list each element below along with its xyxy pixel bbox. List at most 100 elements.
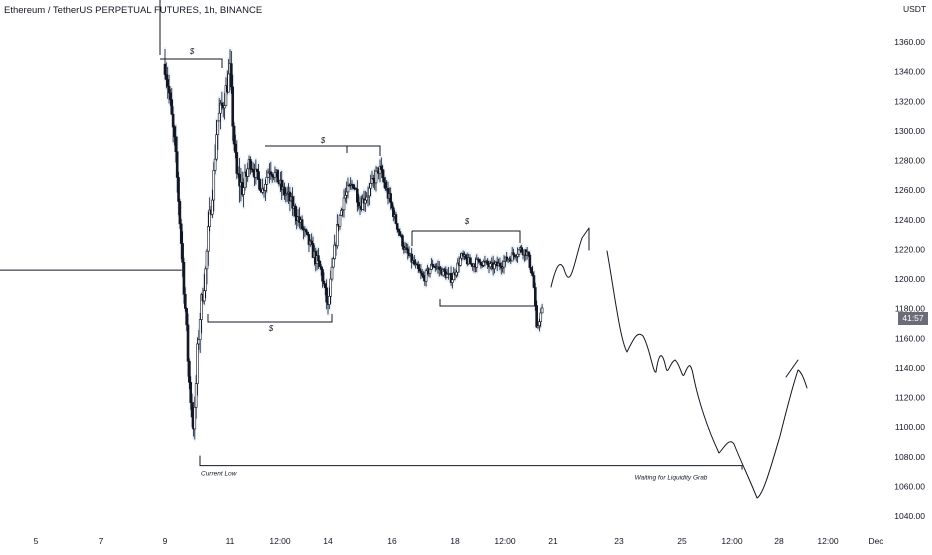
liquidity-level-4 bbox=[412, 230, 521, 243]
candle-body bbox=[516, 253, 519, 257]
candle-body bbox=[163, 63, 167, 75]
candle-body bbox=[300, 219, 304, 229]
x-tick-label: 7 bbox=[99, 536, 104, 546]
candle-body bbox=[251, 169, 255, 173]
candle-body bbox=[255, 168, 259, 172]
candle-body bbox=[208, 209, 211, 227]
candle-body bbox=[338, 214, 342, 227]
candle-body bbox=[306, 231, 309, 235]
candle-body bbox=[270, 174, 274, 177]
candle-body bbox=[531, 272, 534, 276]
candle-body bbox=[540, 307, 544, 314]
candle-body bbox=[276, 169, 279, 183]
candle-body bbox=[493, 263, 496, 270]
candle-body bbox=[418, 268, 421, 272]
candle-body bbox=[234, 143, 237, 153]
y-tick-label: 1040.00 bbox=[894, 511, 925, 521]
y-tick-label: 1060.00 bbox=[894, 481, 925, 491]
projection-layer bbox=[550, 227, 808, 499]
liquidity-label: $ bbox=[189, 47, 195, 56]
candle-body bbox=[443, 268, 446, 273]
candle-body bbox=[325, 287, 328, 303]
candle-body bbox=[232, 125, 236, 145]
candle-body bbox=[204, 268, 207, 291]
candle-body bbox=[329, 278, 332, 297]
candle-body bbox=[189, 382, 193, 403]
y-tick-label: 1140.00 bbox=[895, 363, 925, 373]
candle-body bbox=[212, 170, 216, 201]
candle-body bbox=[406, 248, 410, 254]
candle-body bbox=[352, 184, 355, 189]
liquidity-label: $ bbox=[464, 217, 470, 226]
candle-body bbox=[424, 270, 428, 282]
candle-body bbox=[464, 254, 468, 259]
candle-body bbox=[342, 197, 346, 211]
x-tick-label: 12:00 bbox=[494, 536, 516, 546]
candle-body bbox=[177, 177, 180, 202]
candle-body bbox=[264, 183, 267, 191]
candle-body bbox=[328, 295, 331, 305]
candle-body bbox=[498, 262, 502, 267]
projection-arrow bbox=[785, 359, 799, 378]
candle-body bbox=[246, 168, 249, 177]
candle-body bbox=[235, 152, 239, 174]
annotation-layer: $ $ $ $ Current Low Waiting for Liquidity Gra… bbox=[160, 47, 743, 482]
candle-body bbox=[258, 179, 262, 191]
candle-body bbox=[489, 263, 492, 268]
candle-body bbox=[304, 229, 308, 233]
x-tick-label: 25 bbox=[677, 536, 687, 546]
candle-body bbox=[364, 199, 367, 204]
candle-body bbox=[269, 171, 273, 175]
candle-body bbox=[384, 181, 387, 189]
candle-body bbox=[182, 262, 186, 295]
candle-body bbox=[184, 294, 187, 309]
candle-body bbox=[319, 266, 323, 270]
candle-body bbox=[478, 258, 481, 263]
candle-body bbox=[174, 136, 178, 153]
liquidity-label: $ bbox=[268, 324, 274, 333]
candle-body bbox=[170, 99, 174, 115]
candle-body bbox=[227, 73, 230, 93]
candle-body bbox=[344, 195, 347, 199]
last-price-tag: 41:57 bbox=[898, 312, 928, 325]
candle-body bbox=[428, 269, 432, 274]
y-tick-label: 1280.00 bbox=[894, 156, 925, 166]
y-tick-label: 1340.00 bbox=[894, 67, 925, 77]
candle-body bbox=[512, 252, 515, 256]
candle-body bbox=[322, 280, 326, 285]
horizontal-ray-layer bbox=[0, 0, 182, 271]
candle-body bbox=[216, 120, 220, 136]
candle-body bbox=[532, 275, 536, 288]
candle-body bbox=[173, 126, 176, 138]
candle-body bbox=[166, 79, 170, 87]
candle-body bbox=[200, 294, 203, 320]
candle-body bbox=[368, 187, 371, 197]
y-tick-label: 1160.00 bbox=[895, 333, 925, 343]
x-tick-label: 11 bbox=[226, 536, 235, 546]
candle-body bbox=[257, 171, 260, 180]
y-axis[interactable]: 1360.00 1340.00 1320.00 1300.00 1280.00 1260.… bbox=[894, 37, 925, 521]
y-tick-label: 1240.00 bbox=[894, 215, 925, 225]
candle-body bbox=[468, 257, 472, 264]
candle-body bbox=[175, 151, 179, 178]
projection-down-path bbox=[606, 250, 808, 499]
candle-body bbox=[394, 214, 398, 224]
x-tick-label: 12:00 bbox=[817, 536, 839, 546]
candle-body bbox=[455, 271, 458, 276]
candle-body bbox=[459, 257, 462, 266]
candle-body bbox=[193, 406, 197, 430]
candle-body bbox=[420, 272, 424, 276]
candle-body bbox=[479, 261, 483, 266]
candle-body bbox=[382, 177, 386, 183]
candle-body bbox=[486, 260, 489, 266]
candle-body bbox=[283, 186, 286, 195]
candle-body bbox=[345, 191, 348, 196]
candle-body bbox=[346, 184, 350, 193]
candle-body bbox=[242, 187, 245, 195]
candle-body bbox=[194, 383, 198, 408]
x-axis[interactable]: 5 7 9 11 12:00 14 16 18 12:00 21 23 25 12:00 28 12:00 D… bbox=[34, 536, 885, 546]
candle-body bbox=[179, 223, 183, 244]
candle-body bbox=[273, 172, 277, 178]
